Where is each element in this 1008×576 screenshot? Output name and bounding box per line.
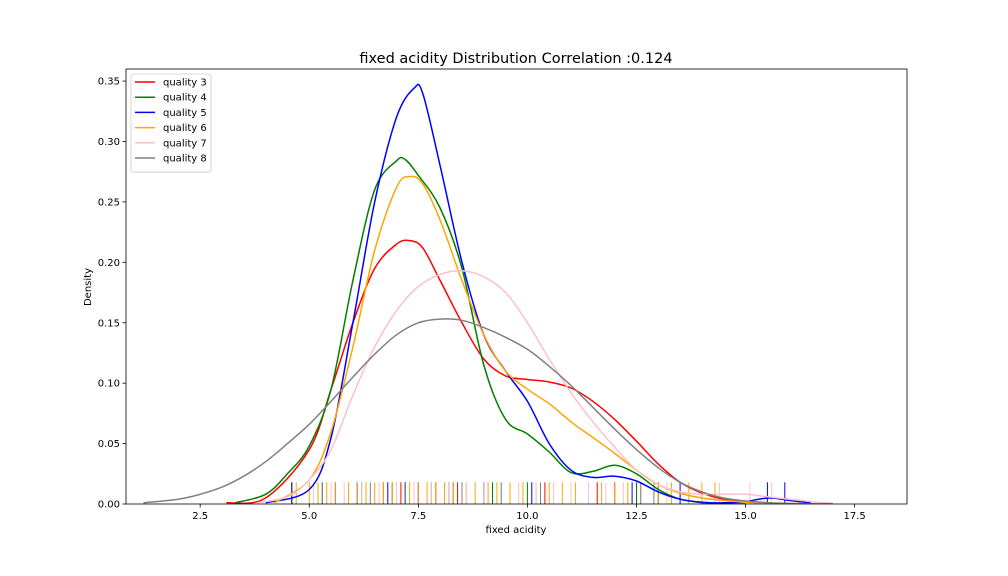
x-tick-label: 15.0 [734, 511, 756, 522]
legend-label: quality 4 [163, 93, 207, 104]
y-tick-label: 0.15 [98, 318, 120, 329]
legend-label: quality 3 [163, 78, 207, 89]
x-tick-label: 5.0 [301, 511, 317, 522]
plot-frame [125, 68, 908, 505]
legend-label: quality 7 [163, 138, 207, 149]
series-line-quality-8 [143, 318, 833, 504]
y-tick-label: 0.10 [98, 379, 120, 390]
y-tick-label: 0.00 [98, 500, 120, 511]
y-axis-label: Density [83, 268, 94, 306]
series-line-quality-7 [256, 269, 833, 504]
series-line-quality-6 [273, 175, 790, 504]
y-tick-label: 0.25 [98, 197, 120, 208]
x-tick-label: 12.5 [625, 511, 647, 522]
legend-box [130, 73, 212, 173]
y-tick-label: 0.30 [98, 137, 120, 148]
x-axis-label: fixed acidity [486, 525, 547, 536]
series-lines [143, 83, 833, 504]
legend-label: quality 5 [163, 108, 207, 119]
x-tick-label: 17.5 [844, 511, 866, 522]
rug-group [291, 482, 786, 504]
x-tick-label: 10.0 [516, 511, 538, 522]
legend-label: quality 6 [163, 123, 207, 134]
series-line-quality-4 [234, 156, 746, 504]
legend-label: quality 8 [163, 154, 207, 165]
legend: quality 3 quality 4 quality 5 quality 6 qual… [130, 73, 212, 173]
x-tick-label: 7.5 [410, 511, 426, 522]
y-tick-label: 0.20 [98, 258, 120, 269]
axes: 2.5 5.0 7.5 10.0 12.5 15.0 17.5 0.00 0.05 0.10 0.1… [98, 77, 866, 522]
chart-title: fixed acidity Distribution Correlation :… [359, 51, 672, 67]
x-tick-label: 2.5 [192, 511, 208, 522]
plot-area [125, 68, 908, 505]
series-line-quality-5 [265, 83, 812, 504]
y-tick-label: 0.05 [98, 439, 120, 450]
y-tick-label: 0.35 [98, 77, 120, 88]
